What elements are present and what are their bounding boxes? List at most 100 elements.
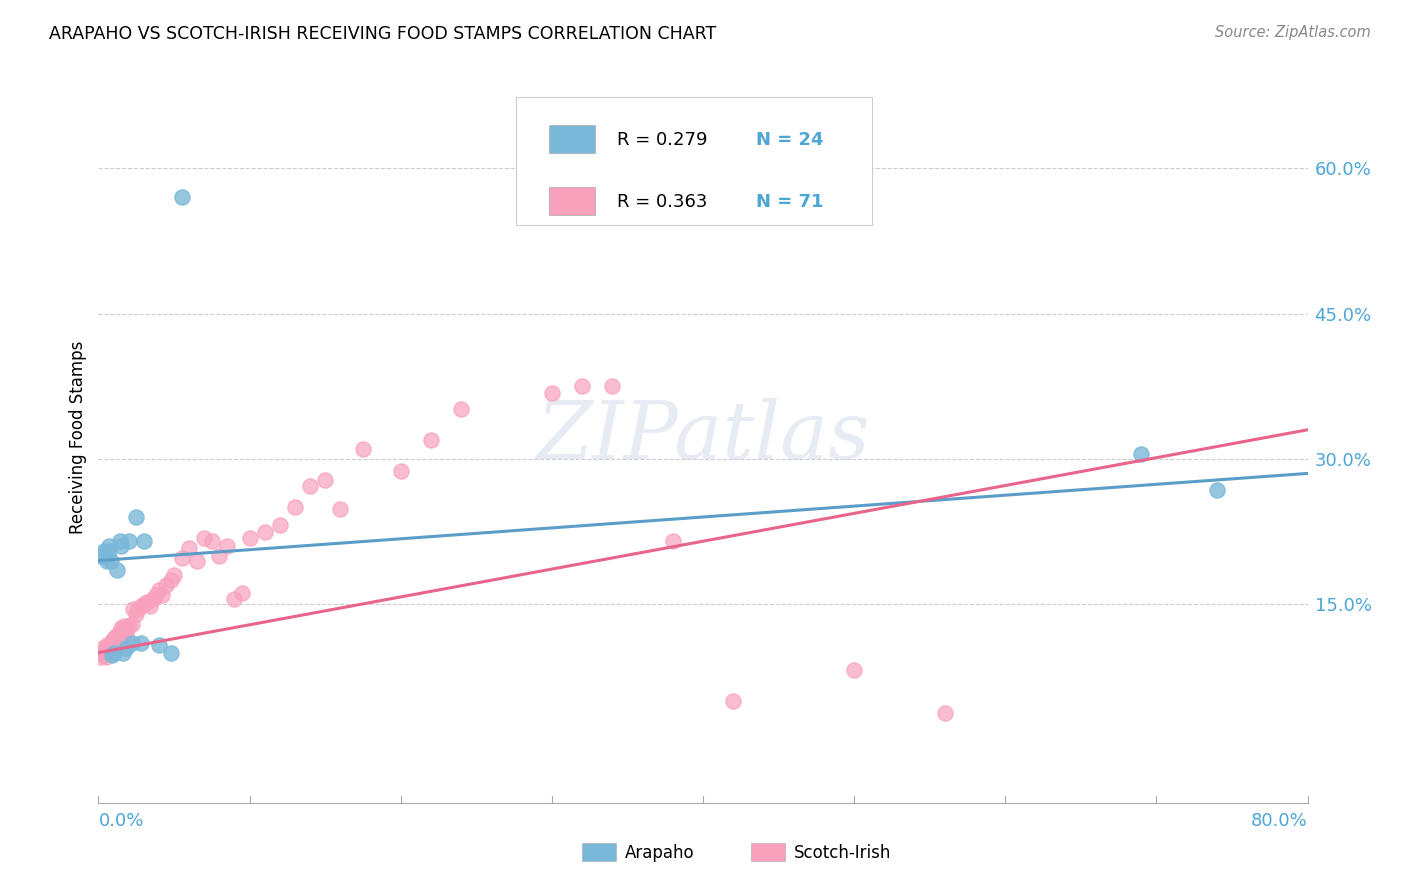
- Point: [90, 549, 112, 563]
- Point: [121, 616, 143, 631]
- Point: [93, 643, 115, 657]
- Point: [253, 524, 276, 539]
- Point: [231, 585, 253, 599]
- Point: [121, 636, 143, 650]
- Point: [142, 592, 165, 607]
- Point: [127, 602, 149, 616]
- Y-axis label: Receiving Food Stamps: Receiving Food Stamps: [69, 341, 87, 533]
- Point: [450, 401, 472, 416]
- Point: [101, 648, 124, 662]
- Point: [160, 646, 183, 660]
- FancyBboxPatch shape: [516, 97, 872, 225]
- Point: [98, 544, 121, 558]
- Point: [118, 534, 141, 549]
- Point: [329, 502, 352, 516]
- Text: 0.0%: 0.0%: [98, 813, 143, 830]
- Point: [103, 638, 125, 652]
- Point: [104, 634, 127, 648]
- Point: [96, 638, 118, 652]
- Point: [100, 640, 122, 655]
- Point: [111, 624, 134, 639]
- Text: N = 24: N = 24: [756, 131, 824, 149]
- Point: [1206, 483, 1229, 497]
- Point: [114, 628, 136, 642]
- FancyBboxPatch shape: [550, 187, 595, 215]
- Point: [129, 636, 152, 650]
- Point: [111, 646, 134, 660]
- Point: [132, 597, 155, 611]
- FancyBboxPatch shape: [751, 843, 785, 862]
- Point: [844, 663, 866, 677]
- Point: [94, 650, 117, 665]
- Point: [98, 539, 121, 553]
- Point: [299, 479, 322, 493]
- Point: [155, 578, 177, 592]
- Point: [91, 648, 114, 662]
- Point: [602, 379, 624, 393]
- Text: ARAPAHO VS SCOTCH-IRISH RECEIVING FOOD STAMPS CORRELATION CHART: ARAPAHO VS SCOTCH-IRISH RECEIVING FOOD S…: [49, 25, 717, 43]
- Point: [114, 631, 136, 645]
- Point: [96, 643, 118, 657]
- Point: [105, 563, 128, 577]
- Text: 80.0%: 80.0%: [1251, 813, 1308, 830]
- Point: [101, 634, 124, 648]
- Point: [98, 640, 121, 655]
- FancyBboxPatch shape: [550, 125, 595, 153]
- Point: [125, 607, 148, 621]
- Point: [284, 500, 307, 515]
- Point: [139, 599, 162, 614]
- Point: [132, 534, 155, 549]
- Point: [96, 553, 118, 567]
- Point: [179, 541, 201, 555]
- Text: R = 0.279: R = 0.279: [617, 131, 707, 149]
- Point: [540, 386, 562, 401]
- Point: [163, 568, 186, 582]
- Point: [90, 646, 112, 660]
- Point: [215, 539, 238, 553]
- Point: [148, 638, 170, 652]
- Point: [160, 573, 183, 587]
- Point: [314, 473, 336, 487]
- Point: [148, 582, 170, 597]
- Point: [91, 640, 114, 655]
- Point: [100, 553, 122, 567]
- Text: ZIPatlas: ZIPatlas: [536, 399, 870, 475]
- Point: [94, 549, 117, 563]
- FancyBboxPatch shape: [582, 843, 616, 862]
- Point: [110, 622, 132, 636]
- Point: [239, 531, 262, 545]
- Point: [129, 599, 152, 614]
- Text: Arapaho: Arapaho: [624, 844, 695, 862]
- Point: [389, 463, 412, 477]
- Point: [94, 646, 117, 660]
- Point: [186, 553, 208, 567]
- Point: [112, 618, 135, 632]
- Point: [108, 534, 131, 549]
- Point: [118, 618, 141, 632]
- Text: Source: ZipAtlas.com: Source: ZipAtlas.com: [1215, 25, 1371, 40]
- Point: [571, 379, 593, 393]
- Point: [110, 539, 132, 553]
- Point: [269, 517, 291, 532]
- Point: [105, 628, 128, 642]
- Point: [208, 549, 231, 563]
- Point: [115, 622, 138, 636]
- Point: [193, 531, 215, 545]
- Point: [150, 587, 173, 601]
- Point: [145, 587, 167, 601]
- Point: [93, 544, 115, 558]
- Point: [98, 646, 121, 660]
- Text: Scotch-Irish: Scotch-Irish: [793, 844, 891, 862]
- Point: [661, 534, 683, 549]
- Point: [110, 628, 132, 642]
- Point: [114, 640, 136, 655]
- Point: [723, 694, 745, 708]
- Text: N = 71: N = 71: [756, 194, 824, 211]
- Point: [1130, 447, 1153, 461]
- Point: [122, 602, 145, 616]
- Point: [103, 646, 125, 660]
- Point: [170, 190, 193, 204]
- Point: [170, 550, 193, 565]
- Point: [352, 442, 374, 457]
- Text: R = 0.363: R = 0.363: [617, 194, 707, 211]
